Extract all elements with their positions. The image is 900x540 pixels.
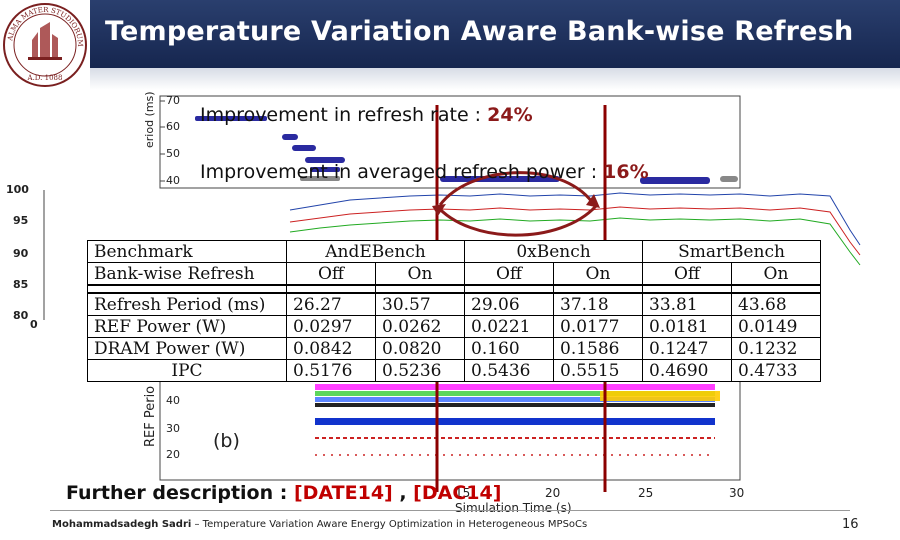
table-cell: 0.1232 — [731, 337, 821, 360]
table-cell: IPC — [87, 359, 287, 382]
table-subheader-row: Bank-wise Refresh Off On Off On Off On — [87, 262, 821, 286]
temp-plot-xtick: 0 — [30, 318, 38, 331]
refresh-power-value: 16% — [603, 161, 649, 183]
footer-author: Mohammadsadegh Sadri — [52, 519, 192, 530]
table-cell: 0.5176 — [286, 359, 376, 382]
bottom-plot-xlabel: Simulation Time (s) — [455, 501, 572, 515]
page-number: 16 — [842, 517, 859, 532]
reference-separator: , — [392, 482, 414, 504]
table-cell: 0.0177 — [553, 315, 643, 338]
table-cell: On — [553, 262, 643, 286]
top-plot-ytick: 50 — [166, 147, 180, 160]
table-cell: 0.4690 — [642, 359, 732, 382]
panel-label: (b) — [213, 430, 240, 452]
table-cell: 0.5436 — [464, 359, 554, 382]
further-label: Further description : — [66, 482, 294, 504]
reference-link-dac14[interactable]: [DAC14] — [413, 482, 502, 504]
table-cell: Off — [464, 262, 554, 286]
table-cell: 37.18 — [553, 292, 643, 316]
table-separator — [87, 284, 821, 294]
table-cell: 0.0820 — [375, 337, 465, 360]
table-cell: 0.4733 — [731, 359, 821, 382]
table-cell: 33.81 — [642, 292, 732, 316]
temp-plot-ytick: 100 — [6, 183, 29, 196]
footer-title: – Temperature Variation Aware Energy Opt… — [191, 519, 588, 530]
temp-plot-ytick: 85 — [13, 278, 29, 291]
table-cell: 0.5515 — [553, 359, 643, 382]
table-row: DRAM Power (W) 0.0842 0.0820 0.160 0.158… — [87, 337, 821, 360]
table-cell: Bank-wise Refresh — [87, 262, 287, 286]
table-row: REF Power (W) 0.0297 0.0262 0.0221 0.017… — [87, 315, 821, 338]
table-header-cell: AndEBench — [286, 240, 465, 263]
top-plot-frame — [159, 95, 741, 189]
top-plot-ytick: 70 — [166, 94, 180, 107]
table-cell: 0.0149 — [731, 315, 821, 338]
table-cell: Off — [286, 262, 376, 286]
table-header-cell: SmartBench — [642, 240, 821, 263]
table-header-cell: 0xBench — [464, 240, 643, 263]
table-cell: Refresh Period (ms) — [87, 292, 287, 316]
table-cell: 0.0842 — [286, 337, 376, 360]
benchmark-table: Benchmark AndEBench 0xBench SmartBench B… — [87, 240, 821, 382]
top-plot-ylabel: eriod (ms) — [143, 91, 156, 148]
temp-plot-ytick: 80 — [13, 309, 29, 322]
bottom-plot-traces — [315, 384, 720, 456]
table-cell: On — [731, 262, 821, 286]
table-cell: DRAM Power (W) — [87, 337, 287, 360]
bottom-plot-xtick: 25 — [638, 486, 654, 500]
table-cell: 29.06 — [464, 292, 554, 316]
table-cell: 0.0181 — [642, 315, 732, 338]
bottom-plot-xtick: 30 — [729, 486, 745, 500]
footer-divider — [50, 510, 850, 511]
svg-text:A.D. 1088: A.D. 1088 — [27, 74, 63, 82]
temp-plot-ytick: 95 — [13, 214, 29, 227]
table-cell: 0.1247 — [642, 337, 732, 360]
refresh-power-label: Improvement in averaged refresh power : — [200, 161, 604, 183]
top-plot-ytick: 60 — [166, 120, 180, 133]
table-cell: 0.5236 — [375, 359, 465, 382]
table-cell: 30.57 — [375, 292, 465, 316]
refresh-rate-value: 24% — [487, 104, 533, 126]
table-cell: Off — [642, 262, 732, 286]
footer-text: Mohammadsadegh Sadri – Temperature Varia… — [52, 519, 587, 530]
refresh-power-improvement: Improvement in averaged refresh power : … — [200, 161, 649, 183]
table-header-row: Benchmark AndEBench 0xBench SmartBench — [87, 240, 821, 263]
refresh-rate-label: Improvement in refresh rate : — [200, 104, 488, 126]
table-cell: 0.0297 — [286, 315, 376, 338]
bottom-plot-ytick: 20 — [166, 448, 180, 461]
table-cell: 0.0262 — [375, 315, 465, 338]
refresh-rate-improvement: Improvement in refresh rate : 24% — [200, 104, 533, 126]
temp-plot-ytick: 90 — [13, 247, 29, 260]
top-plot-points — [195, 116, 710, 184]
table-header-cell: Benchmark — [87, 240, 287, 263]
table-cell: On — [375, 262, 465, 286]
bottom-plot-xtick: 15 — [455, 486, 471, 500]
title-bar — [90, 0, 900, 68]
table-cell: 0.1586 — [553, 337, 643, 360]
top-plot-ytick: 40 — [166, 174, 180, 187]
simulation-figure — [43, 95, 861, 492]
table-cell: 26.27 — [286, 292, 376, 316]
table-row: IPC 0.5176 0.5236 0.5436 0.5515 0.4690 0… — [87, 359, 821, 382]
table-cell: 0.160 — [464, 337, 554, 360]
table-cell: 0.0221 — [464, 315, 554, 338]
improvement-arrow — [434, 171, 598, 237]
further-description: Further description : [DATE14] , [DAC14] — [66, 482, 501, 504]
title-bar-stripe — [90, 68, 900, 90]
table-row: Refresh Period (ms) 26.27 30.57 29.06 37… — [87, 292, 821, 316]
bottom-plot-ytick: 30 — [166, 422, 180, 435]
table-cell: REF Power (W) — [87, 315, 287, 338]
reference-link-date14[interactable]: [DATE14] — [293, 482, 393, 504]
bottom-plot-ytick: 40 — [166, 394, 180, 407]
bottom-plot-xtick: 20 — [545, 486, 561, 500]
slide-title: Temperature Variation Aware Bank-wise Re… — [105, 16, 854, 47]
table-cell: 43.68 — [731, 292, 821, 316]
university-seal-logo: ALMA MATER STUDIORUM A.D. 1088 — [3, 3, 87, 87]
bottom-plot-ylabel: REF Perio — [143, 385, 158, 447]
